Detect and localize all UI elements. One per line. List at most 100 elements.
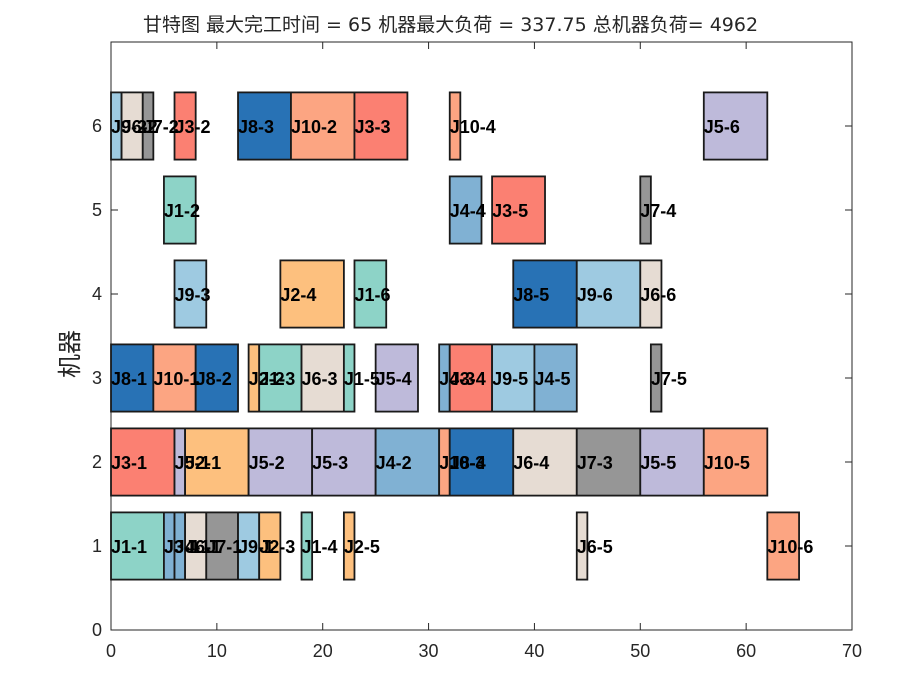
task-label: J3-3 <box>354 117 390 137</box>
y-tick-label: 5 <box>92 200 102 220</box>
task-label: J3-1 <box>164 537 200 557</box>
task-label: J8-2 <box>196 369 232 389</box>
task-bar <box>290 91 356 161</box>
task-bar <box>374 343 419 413</box>
task-bar <box>702 427 769 497</box>
task-bar <box>448 175 483 245</box>
task-label: J7-3 <box>577 453 613 473</box>
task-label: J1-4 <box>302 537 338 557</box>
y-tick-label: 6 <box>92 116 102 136</box>
task-bar <box>512 259 578 329</box>
task-label: J10-4 <box>450 117 496 137</box>
task-label: J2-2 <box>249 369 285 389</box>
task-bar <box>300 343 345 413</box>
task-label: J9-6 <box>577 285 613 305</box>
task-label: J4-3 <box>439 369 475 389</box>
task-bar <box>247 427 314 497</box>
task-bar <box>152 343 197 413</box>
task-label: J2-5 <box>344 537 380 557</box>
task-bar <box>237 91 292 161</box>
task-bar <box>110 511 165 581</box>
x-tick-label: 20 <box>313 641 333 661</box>
task-bar <box>141 91 155 161</box>
task-label: J1-1 <box>111 537 147 557</box>
task-label: J2-4 <box>280 285 316 305</box>
task-label: J8-1 <box>111 369 147 389</box>
task-label: J1-6 <box>354 285 390 305</box>
y-tick-label: 0 <box>92 620 102 640</box>
y-tick-label: 3 <box>92 368 102 388</box>
task-bar <box>258 343 303 413</box>
task-bar <box>110 343 155 413</box>
task-bar <box>205 511 239 581</box>
task-label: J6-4 <box>513 453 549 473</box>
chart-title: 甘特图 最大完工时间 = 65 机器最大负荷 = 337.75 总机器负荷= 4… <box>142 14 759 36</box>
task-bar <box>342 511 356 581</box>
task-label: J6-6 <box>640 285 676 305</box>
task-label: J9-1 <box>238 537 274 557</box>
task-label: J5-6 <box>704 117 740 137</box>
task-bar <box>448 91 462 161</box>
task-bar <box>311 427 377 497</box>
task-labels: J1-1 J3-1J4-1J6-1J7-1J9-1J2-3 J1-4 J2-5 J6-5… <box>111 117 813 557</box>
task-bar <box>110 427 176 497</box>
task-label: J1-2 <box>164 201 200 221</box>
task-label: J5-2 <box>249 453 285 473</box>
task-label: J6-1 <box>185 537 221 557</box>
task-label: J6-5 <box>577 537 613 557</box>
task-bar <box>512 427 578 497</box>
task-label: J3-4 <box>450 369 486 389</box>
task-bar <box>353 259 388 329</box>
task-label: J10-5 <box>704 453 750 473</box>
task-label: J2-1 <box>185 453 221 473</box>
task-label: J6-3 <box>302 369 338 389</box>
task-label: J5-4 <box>376 369 412 389</box>
task-bar <box>639 259 663 329</box>
x-tick-label: 0 <box>106 641 116 661</box>
task-bar <box>448 343 493 413</box>
y-tick-label: 4 <box>92 284 102 304</box>
task-label: J5-1 <box>175 453 211 473</box>
task-label: J8-4 <box>450 453 486 473</box>
y-tick-label: 2 <box>92 452 102 472</box>
task-label: J3-5 <box>492 201 528 221</box>
task-label: J4-2 <box>376 453 412 473</box>
task-bars <box>110 91 800 581</box>
x-tick-label: 70 <box>842 641 862 661</box>
task-bar <box>649 343 663 413</box>
task-bar <box>194 343 239 413</box>
task-label: J4-5 <box>534 369 570 389</box>
x-tick-label: 60 <box>736 641 756 661</box>
task-label: J10-1 <box>153 369 199 389</box>
task-bar <box>702 91 769 161</box>
task-bar <box>575 427 642 497</box>
task-bar <box>342 343 356 413</box>
task-bar <box>173 259 208 329</box>
task-bar <box>639 427 705 497</box>
x-tick-label: 50 <box>630 641 650 661</box>
task-label: J4-4 <box>450 201 486 221</box>
task-label: J7-1 <box>206 537 242 557</box>
task-label: J5-3 <box>312 453 348 473</box>
task-label: J10-6 <box>767 537 813 557</box>
task-bar <box>491 343 536 413</box>
y-tick-label: 1 <box>92 536 102 556</box>
task-label: J8-3 <box>238 117 274 137</box>
task-label: J9-5 <box>492 369 528 389</box>
x-tick-label: 40 <box>524 641 544 661</box>
task-bar <box>575 511 589 581</box>
task-label: J3-1 <box>111 453 147 473</box>
task-label: J7-2 <box>143 117 179 137</box>
task-bar <box>173 91 197 161</box>
task-bar <box>491 175 546 245</box>
task-label: J5-5 <box>640 453 676 473</box>
task-bar <box>184 427 250 497</box>
task-label: J9-3 <box>175 285 211 305</box>
task-bar <box>163 175 197 245</box>
task-label: J3-2 <box>175 117 211 137</box>
task-label: J7-5 <box>651 369 687 389</box>
task-bar <box>575 259 642 329</box>
task-label: J1-5 <box>344 369 380 389</box>
